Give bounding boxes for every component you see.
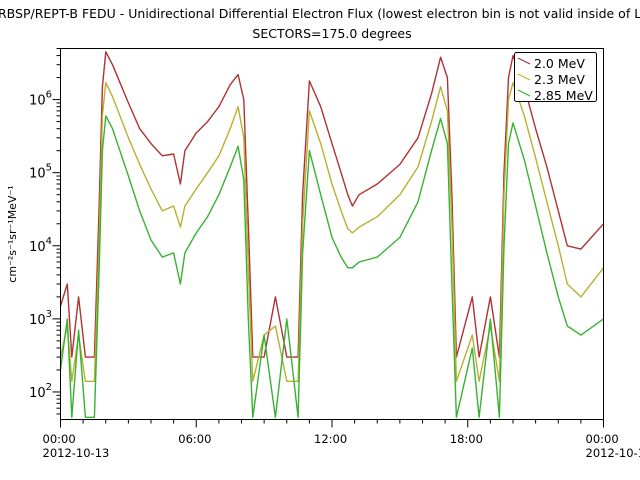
legend-swatch (517, 57, 531, 65)
legend-box (514, 52, 597, 102)
y-tick-label: 103 (29, 309, 52, 328)
legend-label: 2.85 MeV (534, 88, 593, 103)
x-tick-time: 18:00 (450, 432, 483, 446)
legend-swatch (517, 73, 531, 81)
y-tick-base: 10 (29, 313, 46, 328)
y-tick-exp: 3 (46, 309, 52, 320)
y-tick-base: 10 (29, 94, 46, 109)
y-tick-label: 105 (29, 163, 52, 182)
series-layer (59, 51, 605, 418)
x-tick-date: 2012-10-14 (586, 446, 640, 460)
y-tick-exp: 2 (46, 382, 52, 393)
y-tick-base: 10 (29, 386, 46, 401)
x-tick-time: 00:00 (43, 432, 76, 446)
y-tick-exp: 4 (46, 236, 52, 247)
legend-swatch (517, 89, 531, 97)
x-tick-time: 00:00 (586, 432, 619, 446)
x-tick-time: 12:00 (314, 432, 347, 446)
series-line-1 (59, 82, 605, 382)
legend-label: 2.3 MeV (534, 72, 585, 87)
y-tick-label: 104 (29, 236, 52, 255)
x-tick-date: 2012-10-13 (43, 446, 110, 460)
plot-frame (60, 48, 604, 420)
series-line-2 (59, 115, 604, 418)
y-axis-label: cm⁻²s⁻¹sr⁻¹MeV⁻¹ (6, 185, 19, 282)
y-tick-label: 102 (29, 382, 52, 401)
y-tick-label: 106 (29, 90, 52, 109)
y-tick-base: 10 (29, 167, 46, 182)
legend-label: 2.0 MeV (534, 56, 585, 71)
y-tick-exp: 6 (46, 90, 52, 101)
y-tick-exp: 5 (46, 163, 52, 174)
x-tick-time: 06:00 (178, 432, 211, 446)
y-tick-base: 10 (29, 240, 46, 255)
chart-title-line1: RBSP/REPT-B FEDU - Unidirectional Differ… (0, 6, 640, 21)
chart-title-line2: SECTORS=175.0 degrees (252, 26, 411, 41)
